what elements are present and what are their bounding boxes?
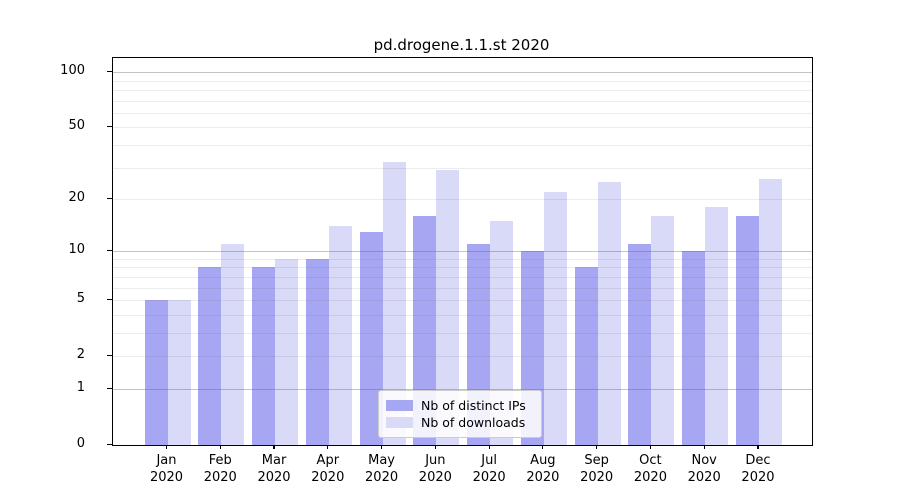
y-tick-label-0: 0 <box>76 436 85 451</box>
gridline-9 <box>113 258 812 260</box>
x-tick-label-may: May 2020 <box>365 453 399 485</box>
legend-item-downloads: Nb of downloads <box>386 414 533 431</box>
gridline-90 <box>113 80 812 82</box>
bar-ips-sep <box>574 267 598 445</box>
x-tick-label-dec: Dec 2020 <box>741 453 775 485</box>
y-tick-5 <box>107 299 112 301</box>
bar-downloads-sep <box>597 181 621 445</box>
gridline-8 <box>113 267 812 269</box>
bar-ips-apr <box>305 258 329 445</box>
x-tick-nov <box>703 445 705 449</box>
bar-ips-nov <box>682 251 706 445</box>
legend: Nb of distinct IPs Nb of downloads <box>378 390 542 438</box>
x-tick-mar <box>273 445 275 449</box>
x-tick-sep <box>596 445 598 449</box>
y-tick-0 <box>107 444 112 446</box>
x-tick-label-jun: Jun 2020 <box>418 453 452 485</box>
legend-swatch-distinct-ips <box>386 400 413 411</box>
chart-title: pd.drogene.1.1.st 2020 <box>373 36 550 54</box>
bar-downloads-oct <box>651 216 675 445</box>
x-tick-aug <box>542 445 544 449</box>
legend-swatch-downloads <box>386 417 413 428</box>
x-tick-dec <box>757 445 759 449</box>
x-tick-may <box>380 445 383 449</box>
bar-downloads-jun <box>436 170 460 445</box>
gridline-30 <box>113 167 812 169</box>
x-tick-label-feb: Feb 2020 <box>203 453 237 485</box>
bar-ips-dec <box>735 216 759 445</box>
y-tick-label-5: 5 <box>76 291 85 307</box>
y-tick-label-20: 20 <box>68 190 85 205</box>
x-tick-label-nov: Nov 2020 <box>687 453 721 485</box>
x-tick-label-jan: Jan 2020 <box>149 453 184 485</box>
x-tick-jul <box>488 445 490 449</box>
y-tick-10 <box>107 250 112 252</box>
bar-downloads-nov <box>705 207 729 445</box>
legend-label-distinct-ips: Nb of distinct IPs <box>421 398 526 413</box>
bar-downloads-dec <box>758 178 782 445</box>
legend-label-downloads: Nb of downloads <box>421 415 526 430</box>
gridline-4 <box>113 314 812 316</box>
bar-downloads-may <box>382 162 406 445</box>
gridline-50 <box>113 127 812 129</box>
x-tick-label-sep: Sep 2020 <box>580 453 614 485</box>
y-tick-label-2: 2 <box>76 347 85 363</box>
y-tick-50 <box>107 126 112 128</box>
bar-downloads-jan <box>167 300 191 445</box>
bar-ips-oct <box>628 244 652 445</box>
y-tick-100 <box>107 71 112 73</box>
x-tick-label-jul: Jul 2020 <box>472 453 506 485</box>
x-tick-apr <box>327 445 329 449</box>
bar-downloads-apr <box>328 226 352 445</box>
y-tick-20 <box>107 198 112 200</box>
gridline-100 <box>113 72 812 74</box>
gridline-60 <box>113 112 812 114</box>
y-tick-1 <box>107 387 112 390</box>
gridline-5 <box>113 300 812 302</box>
x-tick-feb <box>219 445 221 449</box>
bar-ips-jan <box>144 300 168 445</box>
gridline-3 <box>113 332 812 334</box>
y-tick-label-10: 10 <box>68 242 85 258</box>
x-tick-label-apr: Apr 2020 <box>311 453 345 485</box>
bar-ips-mar <box>252 267 276 445</box>
gridline-10 <box>113 251 812 253</box>
y-tick-label-1: 1 <box>76 379 85 395</box>
y-tick-2 <box>107 355 112 357</box>
bar-ips-feb <box>198 267 222 445</box>
bar-ips-may <box>359 231 383 445</box>
gridline-1 <box>113 388 812 390</box>
bar-downloads-feb <box>221 244 245 445</box>
x-tick-label-aug: Aug 2020 <box>526 453 560 485</box>
gridline-6 <box>113 287 812 289</box>
y-tick-label-50: 50 <box>68 118 85 134</box>
y-tick-label-100: 100 <box>60 63 85 79</box>
bar-downloads-aug <box>543 191 567 445</box>
gridline-20 <box>113 199 812 200</box>
gridline-7 <box>113 276 812 278</box>
legend-item-distinct-ips: Nb of distinct IPs <box>386 397 533 414</box>
x-tick-oct <box>649 445 652 449</box>
x-tick-label-oct: Oct 2020 <box>633 453 667 485</box>
bar-downloads-jul <box>490 220 514 445</box>
gridline-2 <box>113 356 812 358</box>
gridline-40 <box>113 144 812 146</box>
gridline-80 <box>113 89 812 91</box>
x-tick-label-mar: Mar 2020 <box>257 453 291 485</box>
gridline-70 <box>113 100 812 102</box>
bar-ips-jun <box>413 216 437 445</box>
bar-downloads-mar <box>275 258 299 445</box>
x-tick-jun <box>434 445 436 449</box>
plot-area <box>112 57 813 446</box>
x-tick-jan <box>165 445 168 449</box>
